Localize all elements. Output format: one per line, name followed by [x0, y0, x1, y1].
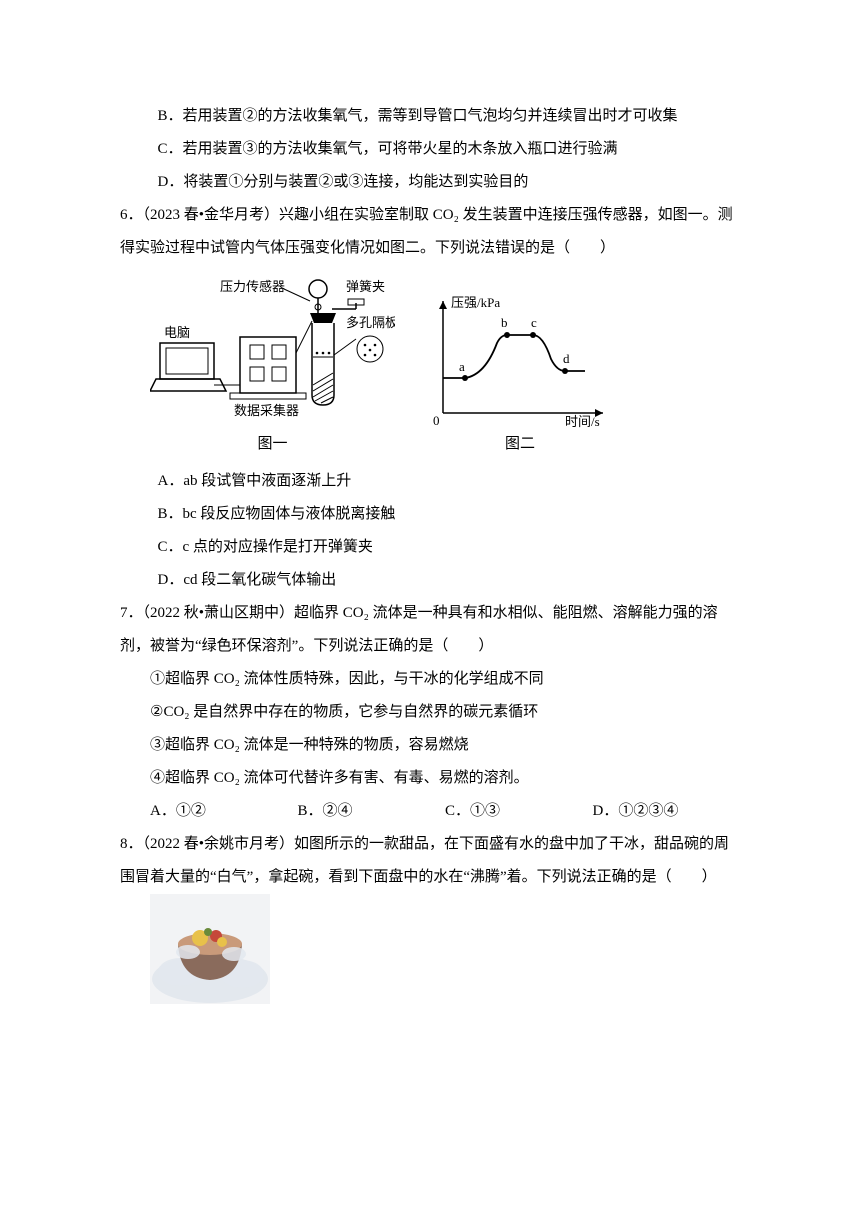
q7-stem: 7．（2022 秋•萧山区期中）超临界 CO₂ 流体是一种具有和水相似、能阻燃、…: [120, 597, 740, 663]
q6-figure-2: 压强/kPa 时间/s 0 a b c d 图二: [425, 293, 615, 461]
q7-options-row: A．①② B．②④ C．①③ D．①②③④: [120, 795, 740, 828]
label-plate: 多孔隔板: [346, 315, 395, 330]
q6-figures: 电脑 数据采集器 压力传感器 弹簧夹: [120, 273, 740, 461]
y-axis-label: 压强/kPa: [451, 295, 500, 310]
point-d: d: [563, 351, 570, 366]
q7-statement-2: ②CO₂ 是自然界中存在的物质，它参与自然界的碳元素循环: [120, 696, 740, 729]
q7-option-a: A．①②: [150, 795, 298, 828]
q5-option-b: B．若用装置②的方法收集氧气，需等到导管口气泡均匀并连续冒出时才可收集: [120, 100, 740, 133]
q8-photo: [150, 894, 270, 1004]
label-sensor: 压力传感器: [220, 279, 285, 294]
q7-option-c: C．①③: [445, 795, 593, 828]
fig1-caption: 图一: [257, 428, 287, 461]
q6-option-b: B．bc 段反应物固体与液体脱离接触: [120, 498, 740, 531]
q7-option-d: D．①②③④: [593, 795, 741, 828]
label-pc: 电脑: [164, 325, 190, 340]
q6-option-a: A．ab 段试管中液面逐渐上升: [120, 465, 740, 498]
q6-option-d: D．cd 段二氧化碳气体输出: [120, 564, 740, 597]
q7-statement-4: ④超临界 CO₂ 流体可代替许多有害、有毒、易燃的溶剂。: [120, 762, 740, 795]
fig2-caption: 图二: [505, 428, 535, 461]
q5-option-c: C．若用装置③的方法收集氧气，可将带火星的木条放入瓶口进行验满: [120, 133, 740, 166]
x-axis-label: 时间/s: [565, 414, 600, 428]
q6-option-c: C．c 点的对应操作是打开弹簧夹: [120, 531, 740, 564]
point-b: b: [501, 315, 508, 330]
q6-figure-1: 电脑 数据采集器 压力传感器 弹簧夹: [150, 273, 395, 461]
label-clip: 弹簧夹: [346, 279, 385, 294]
q7-statement-3: ③超临界 CO₂ 流体是一种特殊的物质，容易燃烧: [120, 729, 740, 762]
label-collector: 数据采集器: [234, 403, 299, 418]
q8-stem: 8．（2022 春•余姚市月考）如图所示的一款甜品，在下面盛有水的盘中加了干冰，…: [120, 828, 740, 894]
point-c: c: [531, 315, 537, 330]
q5-option-d: D．将装置①分别与装置②或③连接，均能达到实验目的: [120, 166, 740, 199]
origin-label: 0: [433, 413, 440, 428]
q7-option-b: B．②④: [298, 795, 446, 828]
point-a: a: [459, 359, 465, 374]
q6-stem: 6．（2023 春•金华月考）兴趣小组在实验室制取 CO₂ 发生装置中连接压强传…: [120, 199, 740, 265]
q7-statement-1: ①超临界 CO₂ 流体性质特殊，因此，与干冰的化学组成不同: [120, 663, 740, 696]
